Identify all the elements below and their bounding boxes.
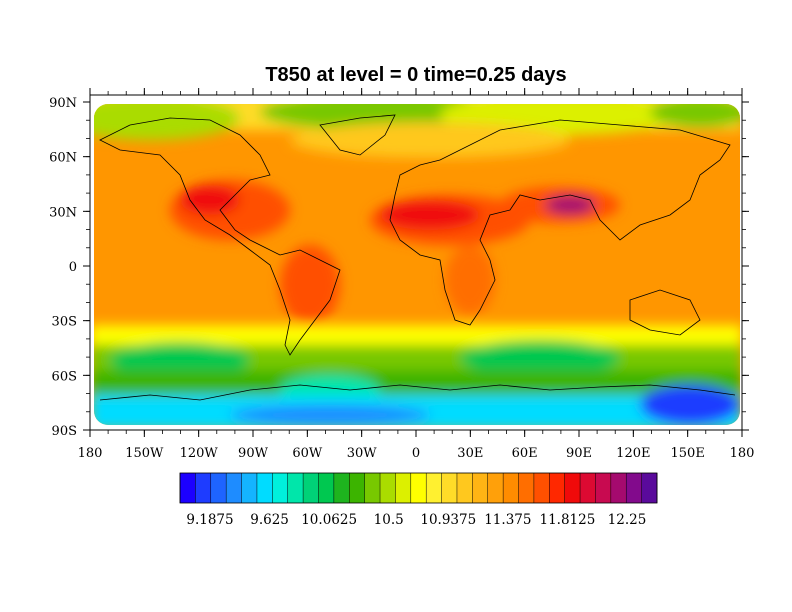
colorbar-swatch xyxy=(564,473,581,503)
colorbar-swatch xyxy=(626,473,642,503)
x-tick-label: 0 xyxy=(412,446,420,461)
colorbar-swatch xyxy=(549,473,565,503)
colorbar-swatch xyxy=(518,473,535,503)
colorbar-swatch xyxy=(303,473,319,503)
x-tick-label: 30W xyxy=(347,446,378,461)
colorbar-swatch xyxy=(395,473,412,503)
x-tick-label: 150W xyxy=(125,446,164,461)
y-tick-label: 60N xyxy=(49,151,77,166)
x-tick-label: 120E xyxy=(616,446,650,461)
y-tick-label: 30S xyxy=(52,315,77,330)
colorbar-swatch xyxy=(641,473,658,503)
colorbar-swatch xyxy=(472,473,489,503)
x-tick-label: 60E xyxy=(512,446,538,461)
chart-title: T850 at level = 0 time=0.25 days xyxy=(265,64,566,86)
coastlines xyxy=(99,114,736,401)
colorbar-swatch xyxy=(349,473,365,503)
x-tick-label: 180 xyxy=(730,446,755,461)
colorbar-swatch xyxy=(287,473,304,503)
x-tick-label: 30E xyxy=(457,446,483,461)
colorbar-swatch xyxy=(441,473,458,503)
colorbar-label: 10.5 xyxy=(374,512,404,528)
colorbar-label: 9.625 xyxy=(250,512,289,528)
colorbar-border xyxy=(179,472,658,504)
colorbar xyxy=(179,472,658,504)
x-tick-label: 90E xyxy=(566,446,592,461)
colorbar-label: 11.8125 xyxy=(540,512,596,528)
x-tick-label: 90W xyxy=(238,446,269,461)
colorbar-swatch xyxy=(610,473,627,503)
y-axis-ticks: 90N 60N 30N 0 30S 60S 90S xyxy=(49,96,749,439)
colorbar-swatch xyxy=(256,473,273,503)
y-tick-label: 30N xyxy=(49,205,77,220)
colorbar-swatch xyxy=(456,473,473,503)
colorbar-swatch xyxy=(318,473,335,503)
temperature-field xyxy=(94,104,740,425)
x-tick-label: 150E xyxy=(671,446,705,461)
colorbar-label: 10.0625 xyxy=(301,512,357,528)
colorbar-swatch xyxy=(333,473,350,503)
colorbar-swatch xyxy=(487,473,504,503)
colorbar-swatch xyxy=(595,473,612,503)
colorbar-swatch xyxy=(180,473,196,503)
colorbar-label: 10.9375 xyxy=(420,512,476,528)
colorbar-swatch xyxy=(226,473,242,503)
colorbar-swatch xyxy=(195,473,212,503)
colorbar-swatch xyxy=(410,473,427,503)
x-axis-ticks: 180 150W 120W 90W 60W 30W 0 30E 60E 90E 120E 150E 18… xyxy=(78,88,755,461)
colorbar-label: 11.375 xyxy=(484,512,531,528)
x-tick-label: 60W xyxy=(292,446,323,461)
colorbar-swatch xyxy=(272,473,289,503)
colorbar-swatch xyxy=(533,473,550,503)
colorbar-swatch xyxy=(241,473,258,503)
colorbar-swatch xyxy=(364,473,381,503)
y-tick-label: 0 xyxy=(69,260,77,275)
colorbar-swatch xyxy=(210,473,227,503)
y-tick-label: 90S xyxy=(52,424,77,439)
y-tick-label: 60S xyxy=(52,369,77,384)
colorbar-swatch xyxy=(426,473,442,503)
colorbar-swatch xyxy=(580,473,596,503)
colorbar-swatch xyxy=(503,473,519,503)
colorbar-swatch xyxy=(380,473,396,503)
x-tick-label: 180 xyxy=(78,446,103,461)
colorbar-labels: 9.1875 9.625 10.0625 10.5 10.9375 11.375 11.81… xyxy=(186,512,646,528)
y-tick-label: 90N xyxy=(49,96,77,111)
colorbar-label: 12.25 xyxy=(608,512,647,528)
x-tick-label: 120W xyxy=(180,446,219,461)
colorbar-label: 9.1875 xyxy=(186,512,233,528)
